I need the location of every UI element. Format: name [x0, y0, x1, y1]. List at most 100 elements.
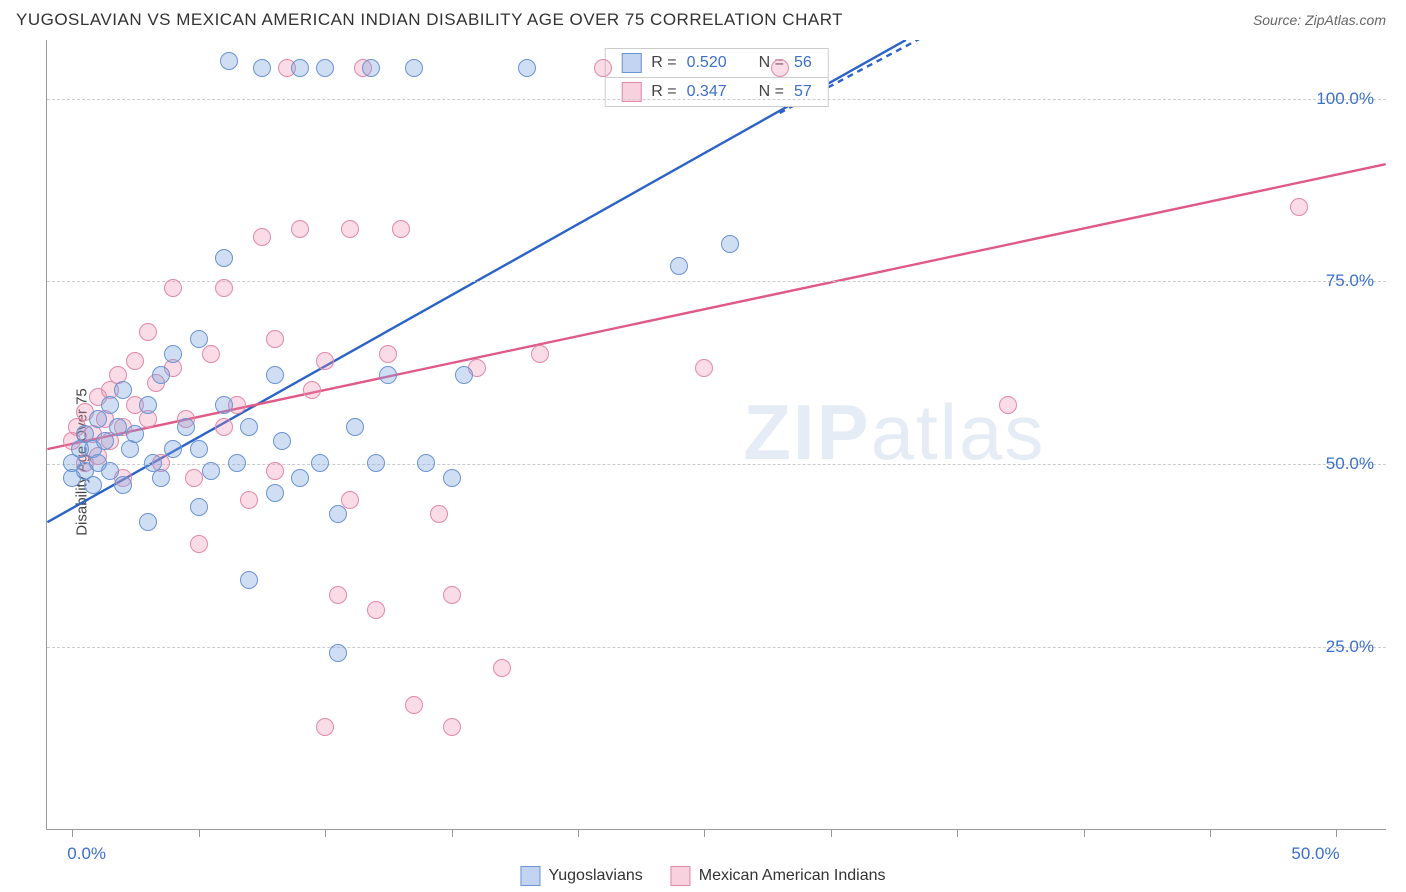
gridline: [47, 647, 1386, 648]
y-tick-label: 50.0%: [1326, 454, 1374, 474]
scatter-point: [190, 498, 208, 516]
scatter-point: [190, 440, 208, 458]
scatter-point: [240, 571, 258, 589]
scatter-point: [291, 59, 309, 77]
y-tick-label: 100.0%: [1316, 89, 1374, 109]
scatter-point: [379, 366, 397, 384]
scatter-point: [303, 381, 321, 399]
scatter-point: [417, 454, 435, 472]
scatter-point: [594, 59, 612, 77]
scatter-point: [114, 381, 132, 399]
scatter-point: [240, 491, 258, 509]
scatter-point: [266, 462, 284, 480]
r-label: R =: [651, 54, 676, 72]
scatter-point: [493, 659, 511, 677]
scatter-point: [190, 330, 208, 348]
legend-stats-row: R = 0.520 N = 56: [605, 49, 828, 77]
scatter-point: [341, 491, 359, 509]
swatch-pink: [671, 866, 691, 886]
scatter-point: [240, 418, 258, 436]
scatter-point: [316, 59, 334, 77]
x-tick: [72, 829, 73, 837]
x-axis-label-right: 50.0%: [1291, 844, 1339, 864]
scatter-point: [89, 410, 107, 428]
scatter-point: [273, 432, 291, 450]
scatter-point: [518, 59, 536, 77]
swatch-blue: [520, 866, 540, 886]
legend-item: Yugoslavians: [520, 866, 642, 886]
scatter-point: [164, 345, 182, 363]
chart-area: Disability Age Over 75 ZIPatlas R = 0.52…: [0, 36, 1406, 888]
scatter-point: [999, 396, 1017, 414]
n-value: 56: [794, 54, 812, 72]
scatter-point: [220, 52, 238, 70]
scatter-point: [443, 586, 461, 604]
scatter-point: [405, 59, 423, 77]
scatter-point: [215, 418, 233, 436]
scatter-point: [346, 418, 364, 436]
legend-item: Mexican American Indians: [671, 866, 886, 886]
x-tick: [1210, 829, 1211, 837]
scatter-point: [126, 352, 144, 370]
scatter-point: [126, 425, 144, 443]
scatter-point: [164, 279, 182, 297]
y-tick-label: 25.0%: [1326, 637, 1374, 657]
scatter-point: [114, 476, 132, 494]
scatter-point: [443, 469, 461, 487]
y-tick-label: 75.0%: [1326, 271, 1374, 291]
scatter-point: [721, 235, 739, 253]
x-tick: [1084, 829, 1085, 837]
scatter-point: [253, 59, 271, 77]
scatter-point: [329, 505, 347, 523]
x-tick: [1336, 829, 1337, 837]
scatter-point: [316, 352, 334, 370]
scatter-point: [455, 366, 473, 384]
x-axis-label-left: 0.0%: [67, 844, 106, 864]
scatter-point: [139, 513, 157, 531]
trend-line: [47, 164, 1385, 449]
scatter-point: [367, 601, 385, 619]
scatter-point: [367, 454, 385, 472]
gridline: [47, 464, 1386, 465]
scatter-point: [443, 718, 461, 736]
scatter-point: [670, 257, 688, 275]
scatter-point: [430, 505, 448, 523]
scatter-point: [329, 586, 347, 604]
scatter-point: [185, 469, 203, 487]
x-tick: [957, 829, 958, 837]
scatter-point: [215, 396, 233, 414]
scatter-point: [139, 323, 157, 341]
scatter-point: [341, 220, 359, 238]
scatter-point: [253, 228, 271, 246]
gridline: [47, 99, 1386, 100]
scatter-point: [531, 345, 549, 363]
scatter-point: [291, 469, 309, 487]
legend-label: Mexican American Indians: [699, 867, 886, 885]
scatter-point: [164, 440, 182, 458]
plot-region: ZIPatlas R = 0.520 N = 56 R = 0.347 N = …: [46, 40, 1386, 830]
scatter-point: [101, 396, 119, 414]
source-attribution: Source: ZipAtlas.com: [1253, 12, 1386, 28]
scatter-point: [405, 696, 423, 714]
legend-stats-row: R = 0.347 N = 57: [605, 77, 828, 106]
scatter-point: [362, 59, 380, 77]
scatter-point: [379, 345, 397, 363]
x-tick: [578, 829, 579, 837]
scatter-point: [139, 396, 157, 414]
swatch-blue: [621, 53, 641, 73]
x-tick: [325, 829, 326, 837]
scatter-point: [266, 330, 284, 348]
scatter-point: [316, 718, 334, 736]
scatter-point: [109, 418, 127, 436]
chart-title: YUGOSLAVIAN VS MEXICAN AMERICAN INDIAN D…: [16, 10, 843, 30]
scatter-point: [84, 476, 102, 494]
scatter-point: [266, 366, 284, 384]
x-tick: [831, 829, 832, 837]
x-tick: [452, 829, 453, 837]
r-value: 0.520: [687, 54, 727, 72]
header: YUGOSLAVIAN VS MEXICAN AMERICAN INDIAN D…: [0, 0, 1406, 36]
scatter-point: [291, 220, 309, 238]
scatter-point: [771, 59, 789, 77]
scatter-point: [152, 469, 170, 487]
scatter-point: [152, 366, 170, 384]
